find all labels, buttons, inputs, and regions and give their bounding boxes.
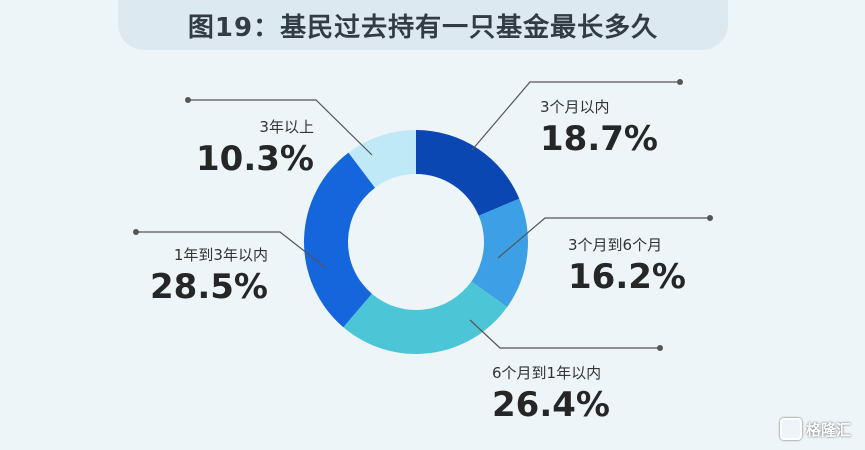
leader-line-3 (136, 231, 327, 269)
leader-line-2 (469, 319, 660, 349)
title-banner: 图19：基民过去持有一只基金最长多久 (118, 0, 728, 50)
donut-slice-4 (348, 130, 416, 188)
slice-3-name: 1年到3年以内 (173, 246, 268, 264)
label-slice-2: 6个月到1年以内 26.4% (492, 362, 610, 425)
slice-0-value: 18.7% (540, 119, 658, 159)
leader-line-1 (497, 217, 710, 259)
slice-1-value: 16.2% (568, 257, 686, 297)
watermark-text: 格隆汇 (805, 420, 851, 439)
slice-4-name: 3年以上 (259, 118, 314, 136)
leader-dot-0 (677, 79, 683, 85)
leader-dot-3 (133, 229, 139, 235)
donut-slice-1 (471, 198, 528, 308)
chart-title: 图19：基民过去持有一只基金最长多久 (187, 12, 659, 43)
leader-dot-4 (185, 97, 191, 103)
donut-slice-0 (416, 130, 520, 216)
slice-3-value: 28.5% (150, 267, 268, 307)
label-slice-0: 3个月以内 18.7% (540, 96, 658, 159)
leader-line-4 (188, 99, 373, 156)
label-slice-1: 3个月到6个月 16.2% (568, 234, 686, 297)
label-slice-3: 1年到3年以内 28.5% (150, 244, 268, 307)
slice-4-value: 10.3% (196, 139, 314, 179)
slice-2-value: 26.4% (492, 385, 610, 425)
donut-slice-2 (343, 281, 508, 354)
slice-0-name: 3个月以内 (540, 98, 610, 116)
leader-dot-1 (707, 215, 713, 221)
leader-dot-2 (657, 345, 663, 351)
donut-slice-3 (304, 152, 376, 328)
watermark: 格隆汇 (779, 418, 851, 440)
slice-1-name: 3个月到6个月 (568, 236, 663, 254)
label-slice-4: 3年以上 10.3% (196, 116, 314, 179)
slice-2-name: 6个月到1年以内 (492, 364, 602, 382)
watermark-logo-icon (779, 418, 802, 440)
leader-line-0 (471, 81, 680, 151)
